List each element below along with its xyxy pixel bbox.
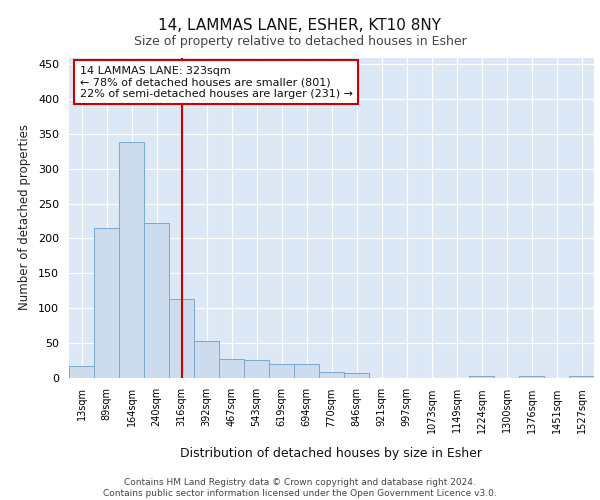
Bar bbox=[519, 376, 544, 378]
X-axis label: Distribution of detached houses by size in Esher: Distribution of detached houses by size … bbox=[181, 446, 482, 460]
Bar bbox=[269, 364, 294, 378]
Text: 14, LAMMAS LANE, ESHER, KT10 8NY: 14, LAMMAS LANE, ESHER, KT10 8NY bbox=[158, 18, 442, 32]
Y-axis label: Number of detached properties: Number of detached properties bbox=[18, 124, 31, 310]
Bar bbox=[219, 360, 244, 378]
Bar bbox=[569, 376, 594, 378]
Bar bbox=[144, 223, 169, 378]
Bar bbox=[169, 299, 194, 378]
Bar bbox=[244, 360, 269, 378]
Bar bbox=[344, 374, 369, 378]
Bar bbox=[294, 364, 319, 378]
Text: 14 LAMMAS LANE: 323sqm
← 78% of detached houses are smaller (801)
22% of semi-de: 14 LAMMAS LANE: 323sqm ← 78% of detached… bbox=[79, 66, 353, 98]
Bar bbox=[69, 366, 94, 378]
Bar bbox=[469, 376, 494, 378]
Text: Size of property relative to detached houses in Esher: Size of property relative to detached ho… bbox=[134, 35, 466, 48]
Bar bbox=[194, 340, 219, 378]
Bar bbox=[319, 372, 344, 378]
Text: Contains HM Land Registry data © Crown copyright and database right 2024.
Contai: Contains HM Land Registry data © Crown c… bbox=[103, 478, 497, 498]
Bar bbox=[94, 228, 119, 378]
Bar bbox=[119, 142, 144, 378]
